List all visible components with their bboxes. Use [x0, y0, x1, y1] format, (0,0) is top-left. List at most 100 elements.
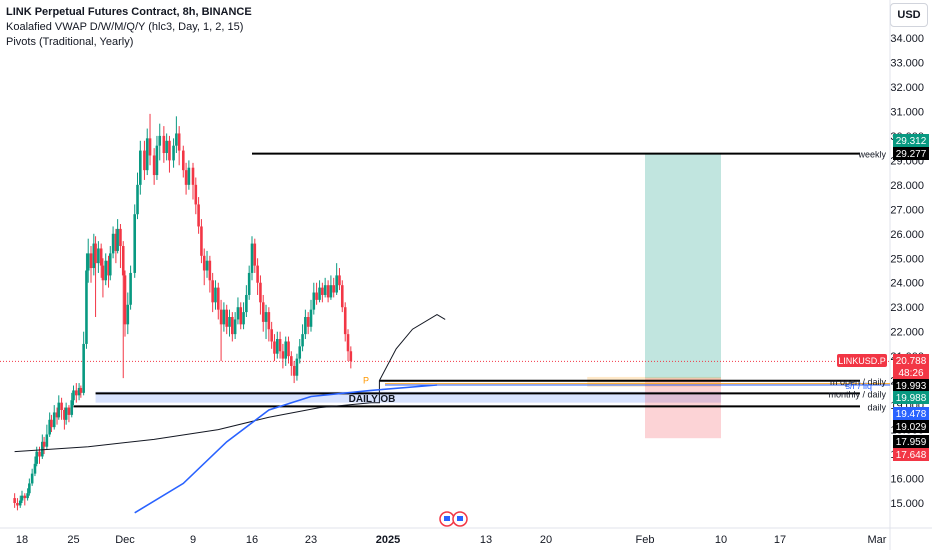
candle-body: [275, 339, 279, 354]
price-tag: [893, 407, 929, 420]
candle-body: [129, 272, 132, 305]
candle-body: [256, 265, 259, 283]
x-tick-label: 16: [246, 534, 258, 546]
indicator-pivots[interactable]: Pivots (Traditional, Yearly): [6, 36, 134, 48]
candle-body: [82, 343, 85, 393]
candle-body: [187, 167, 191, 185]
candle-body: [304, 317, 307, 335]
candle-body: [250, 243, 254, 273]
price-tag: [893, 379, 929, 392]
annotation-label: P: [363, 375, 369, 385]
candle-body: [48, 419, 51, 435]
candle-body: [259, 282, 262, 303]
y-tick-label: 15.000: [890, 498, 924, 510]
candle-body: [222, 309, 226, 325]
x-tick-label: 23: [305, 534, 317, 546]
candle-body: [264, 312, 268, 322]
candle-body: [155, 145, 159, 176]
x-tick-label: 18: [16, 534, 28, 546]
events-flag-icon: [439, 511, 468, 527]
level-label: m open / daily: [830, 377, 887, 387]
candle-body: [158, 135, 162, 146]
x-tick-label: 25: [67, 534, 79, 546]
candle-body: [92, 243, 96, 269]
candle-body: [231, 317, 234, 335]
candle-body: [270, 329, 273, 342]
candle-body: [236, 307, 240, 320]
candle-body: [287, 341, 290, 357]
candle-body: [30, 473, 34, 484]
candle-body: [318, 287, 321, 300]
price-tag-label: 17.959: [896, 437, 927, 448]
candle-body: [315, 292, 318, 300]
symbol-tag-label: LINKUSD.P: [838, 356, 886, 366]
candle-body: [89, 253, 93, 269]
candle-body: [219, 309, 223, 325]
y-tick-label: 28.000: [890, 180, 924, 192]
price-tag: [893, 435, 929, 448]
price-tag: [893, 391, 929, 404]
candle-body: [205, 260, 209, 271]
candle-body: [242, 312, 245, 325]
candle-body: [121, 246, 125, 276]
candle-body: [23, 495, 27, 499]
candle-body: [26, 493, 29, 499]
y-tick-label: 33.000: [890, 57, 924, 69]
candle-body: [41, 441, 44, 457]
candle-body: [267, 312, 271, 330]
candle-body: [290, 356, 293, 366]
candle-body: [338, 275, 341, 286]
candle-body: [332, 285, 336, 293]
candle-body: [245, 294, 248, 313]
x-tick-label: 2025: [376, 534, 400, 546]
candle-body: [116, 228, 119, 251]
candle-body: [214, 287, 217, 303]
candle-body: [13, 498, 16, 503]
candle-body: [292, 365, 296, 376]
chart-legend: LINK Perpetual Futures Contract, 8h, BIN…: [6, 5, 252, 50]
vwap-black-line: [14, 314, 446, 453]
candle-body: [152, 155, 156, 176]
candle-body: [200, 226, 203, 256]
price-tag: [893, 448, 929, 461]
y-tick-label: 25.000: [890, 253, 924, 265]
candle-body: [94, 243, 97, 264]
price-tag: [893, 354, 929, 367]
vwap-blue-line: [134, 384, 438, 514]
candle-body: [349, 351, 353, 362]
candle-body: [52, 412, 56, 428]
daily-ob-zone: [95, 391, 722, 403]
candle-body: [45, 434, 49, 447]
candle-body: [261, 302, 265, 322]
candle-body: [326, 285, 330, 298]
indicator-vwap[interactable]: Koalafied VWAP D/W/M/Q/Y (hlc3, Day, 1, …: [6, 21, 244, 33]
price-tag-label: 19.993: [896, 381, 927, 392]
candle-body: [77, 387, 81, 396]
candle-body: [239, 307, 243, 325]
target-zone: [645, 153, 721, 379]
candle-body: [114, 233, 118, 251]
candle-body: [111, 233, 115, 254]
candle-body: [108, 253, 112, 276]
candle-body: [172, 145, 175, 161]
candle-body: [346, 334, 350, 352]
candle-body: [177, 133, 181, 151]
candle-body: [57, 402, 61, 418]
level-label: daily: [867, 402, 886, 412]
annotation-label: s/r / liq: [845, 381, 872, 391]
currency-button[interactable]: USD: [890, 3, 928, 27]
price-tag: [893, 420, 929, 433]
candle-body: [298, 346, 302, 359]
candle-body: [20, 495, 24, 501]
candle-body: [64, 407, 68, 420]
y-tick-label: 31.000: [890, 106, 924, 118]
x-tick-label: 10: [715, 534, 727, 546]
candle-body: [168, 140, 171, 161]
candle-body: [228, 317, 231, 327]
level-label: monthly / daily: [828, 389, 886, 399]
candle-body: [184, 170, 188, 185]
candle-body: [306, 317, 310, 327]
x-tick-label: Dec: [115, 534, 135, 546]
candle-body: [86, 253, 90, 271]
